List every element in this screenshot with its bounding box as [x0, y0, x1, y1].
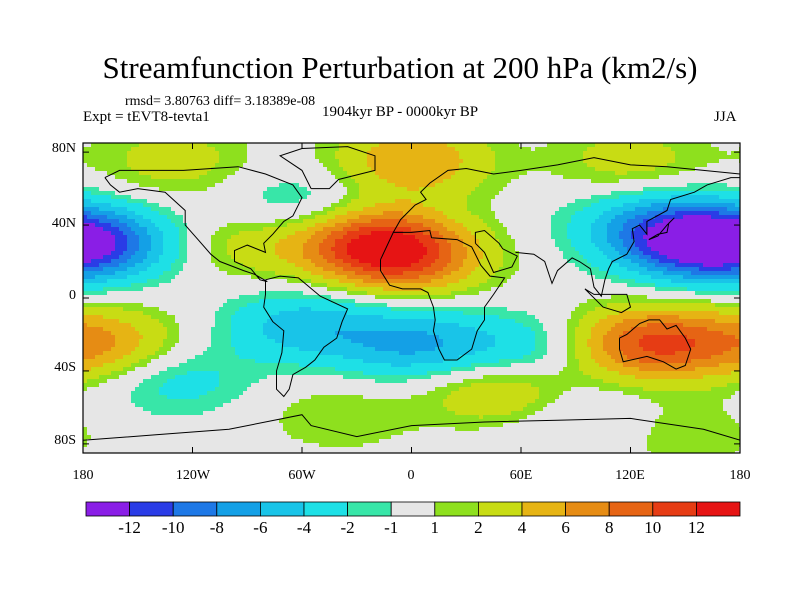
lat-tick-80n: 80N	[51, 141, 76, 156]
lon-tick-0: 0	[407, 468, 415, 483]
colorbar-swatch	[129, 501, 174, 517]
colorbar-swatch	[259, 501, 305, 517]
colorbar-label: -2	[340, 518, 355, 537]
colorbar-swatch	[608, 501, 654, 517]
colorbar-label: -10	[161, 518, 185, 537]
coastline	[83, 414, 740, 441]
colorbar-label: -6	[253, 518, 268, 537]
coastline	[584, 288, 632, 314]
lat-tick-80s: 80S	[54, 433, 76, 448]
contour-field	[83, 143, 740, 453]
colorbar-label: 12	[687, 518, 705, 537]
lat-tick-40n: 40N	[51, 216, 76, 231]
colorbar-label: -4	[296, 518, 312, 537]
coastlines	[83, 146, 740, 441]
period-label: 1904kyr BP - 0000kyr BP	[322, 104, 479, 120]
colorbar-swatch	[303, 501, 348, 517]
lon-tick-60w: 60W	[288, 468, 316, 483]
colorbar-swatch	[434, 501, 479, 517]
colorbar-swatch	[172, 501, 218, 517]
colorbar-swatch	[696, 501, 741, 517]
plot-title: Streamfunction Perturbation at 200 hPa (…	[102, 50, 698, 85]
stats-text: rmsd= 3.80763 diff= 3.18389e-08	[125, 94, 316, 109]
coastline	[515, 177, 740, 298]
lat-tick-0: 0	[69, 288, 76, 303]
coastline	[380, 229, 506, 361]
colorbar	[85, 501, 741, 517]
lon-tick-180w: 180	[72, 468, 94, 483]
colorbar-swatch	[565, 501, 610, 517]
coastline	[263, 275, 349, 398]
colorbar-swatch	[390, 501, 436, 517]
colorbar-label: 2	[474, 518, 483, 537]
coastline	[648, 217, 675, 241]
colorbar-swatch	[216, 501, 261, 517]
coastline	[474, 229, 518, 274]
colorbar-label: -12	[118, 518, 141, 537]
colorbar-swatch	[347, 501, 392, 517]
colorbar-label: 10	[644, 518, 662, 537]
colorbar-label: 6	[561, 518, 570, 537]
experiment-label: Expt = tEVT8-tevta1	[83, 109, 210, 125]
lon-tick-120e: 120E	[615, 468, 645, 483]
lon-tick-180e: 180	[729, 468, 751, 483]
coastline	[104, 166, 303, 283]
coastline	[392, 157, 740, 233]
colorbar-label: 4	[517, 518, 527, 537]
colorbar-label: 1	[430, 518, 440, 537]
colorbar-label: -1	[384, 518, 399, 537]
colorbar-label: -8	[209, 518, 224, 537]
coastline	[619, 319, 692, 370]
colorbar-swatch	[521, 501, 566, 517]
lat-tick-40s: 40S	[54, 360, 76, 375]
colorbar-label: 8	[604, 518, 614, 537]
colorbar-swatch	[652, 501, 697, 517]
coastline	[278, 146, 376, 190]
season-label: JJA	[714, 109, 737, 125]
lon-tick-60e: 60E	[509, 468, 533, 483]
axis-ticks	[82, 143, 741, 453]
lon-tick-120w: 120W	[175, 468, 211, 483]
colorbar-swatch	[477, 501, 523, 517]
colorbar-swatch	[85, 501, 130, 517]
